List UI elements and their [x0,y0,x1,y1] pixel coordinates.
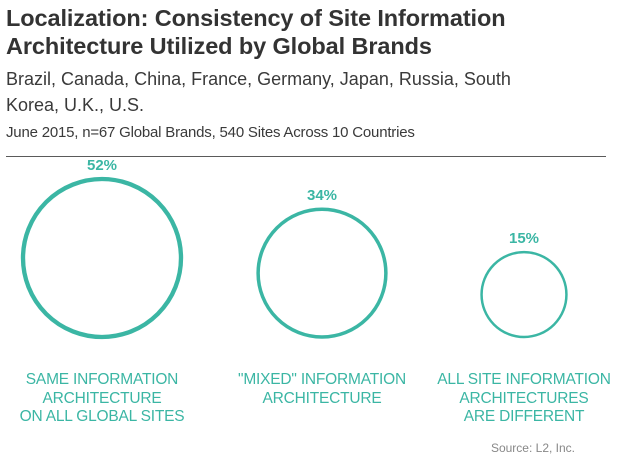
category-label-line: ARCHITECTURES [459,389,589,407]
category-label-line: ARCHITECTURE [42,389,162,407]
globe-outline [480,250,568,339]
globe-icon [480,250,568,339]
chart-subtitle: Brazil, Canada, China, France, Germany, … [6,69,511,115]
globe-icon [256,207,388,339]
value-label: 52% [86,157,118,174]
divider [6,156,606,157]
category-label-line: ARCHITECTURE [262,389,382,407]
value-label: 34% [306,187,338,205]
category-label-line: ON ALL GLOBAL SITES [19,408,185,425]
sample-note: June 2015, n=67 Global Brands, 540 Sites… [6,124,415,141]
globe-icon [20,176,184,340]
globe-bubble [23,179,181,337]
category-label: SAME INFORMATION ARCHITECTURE ON ALL GLOBA… [0,371,212,427]
globe-bubble [258,209,386,337]
globe-outline [256,207,388,339]
category-label-line: "MIXED" INFORMATION [238,371,406,388]
category-label: "MIXED" INFORMATION ARCHITECTURE [212,371,432,408]
category-label: ALL SITE INFORMATION ARCHITECTURES ARE DIF… [414,371,619,427]
globe-bubble [481,252,567,337]
value-label: 15% [508,230,540,248]
category-label-line: SAME INFORMATION [25,371,179,388]
category-label-line: ALL SITE INFORMATION [437,371,611,388]
globe-outline [20,176,184,340]
source-credit: Source: L2, Inc. [490,441,575,455]
category-label-line: ARE DIFFERENT [463,408,585,425]
chart-title: Localization: Consistency of Site Inform… [6,5,506,59]
